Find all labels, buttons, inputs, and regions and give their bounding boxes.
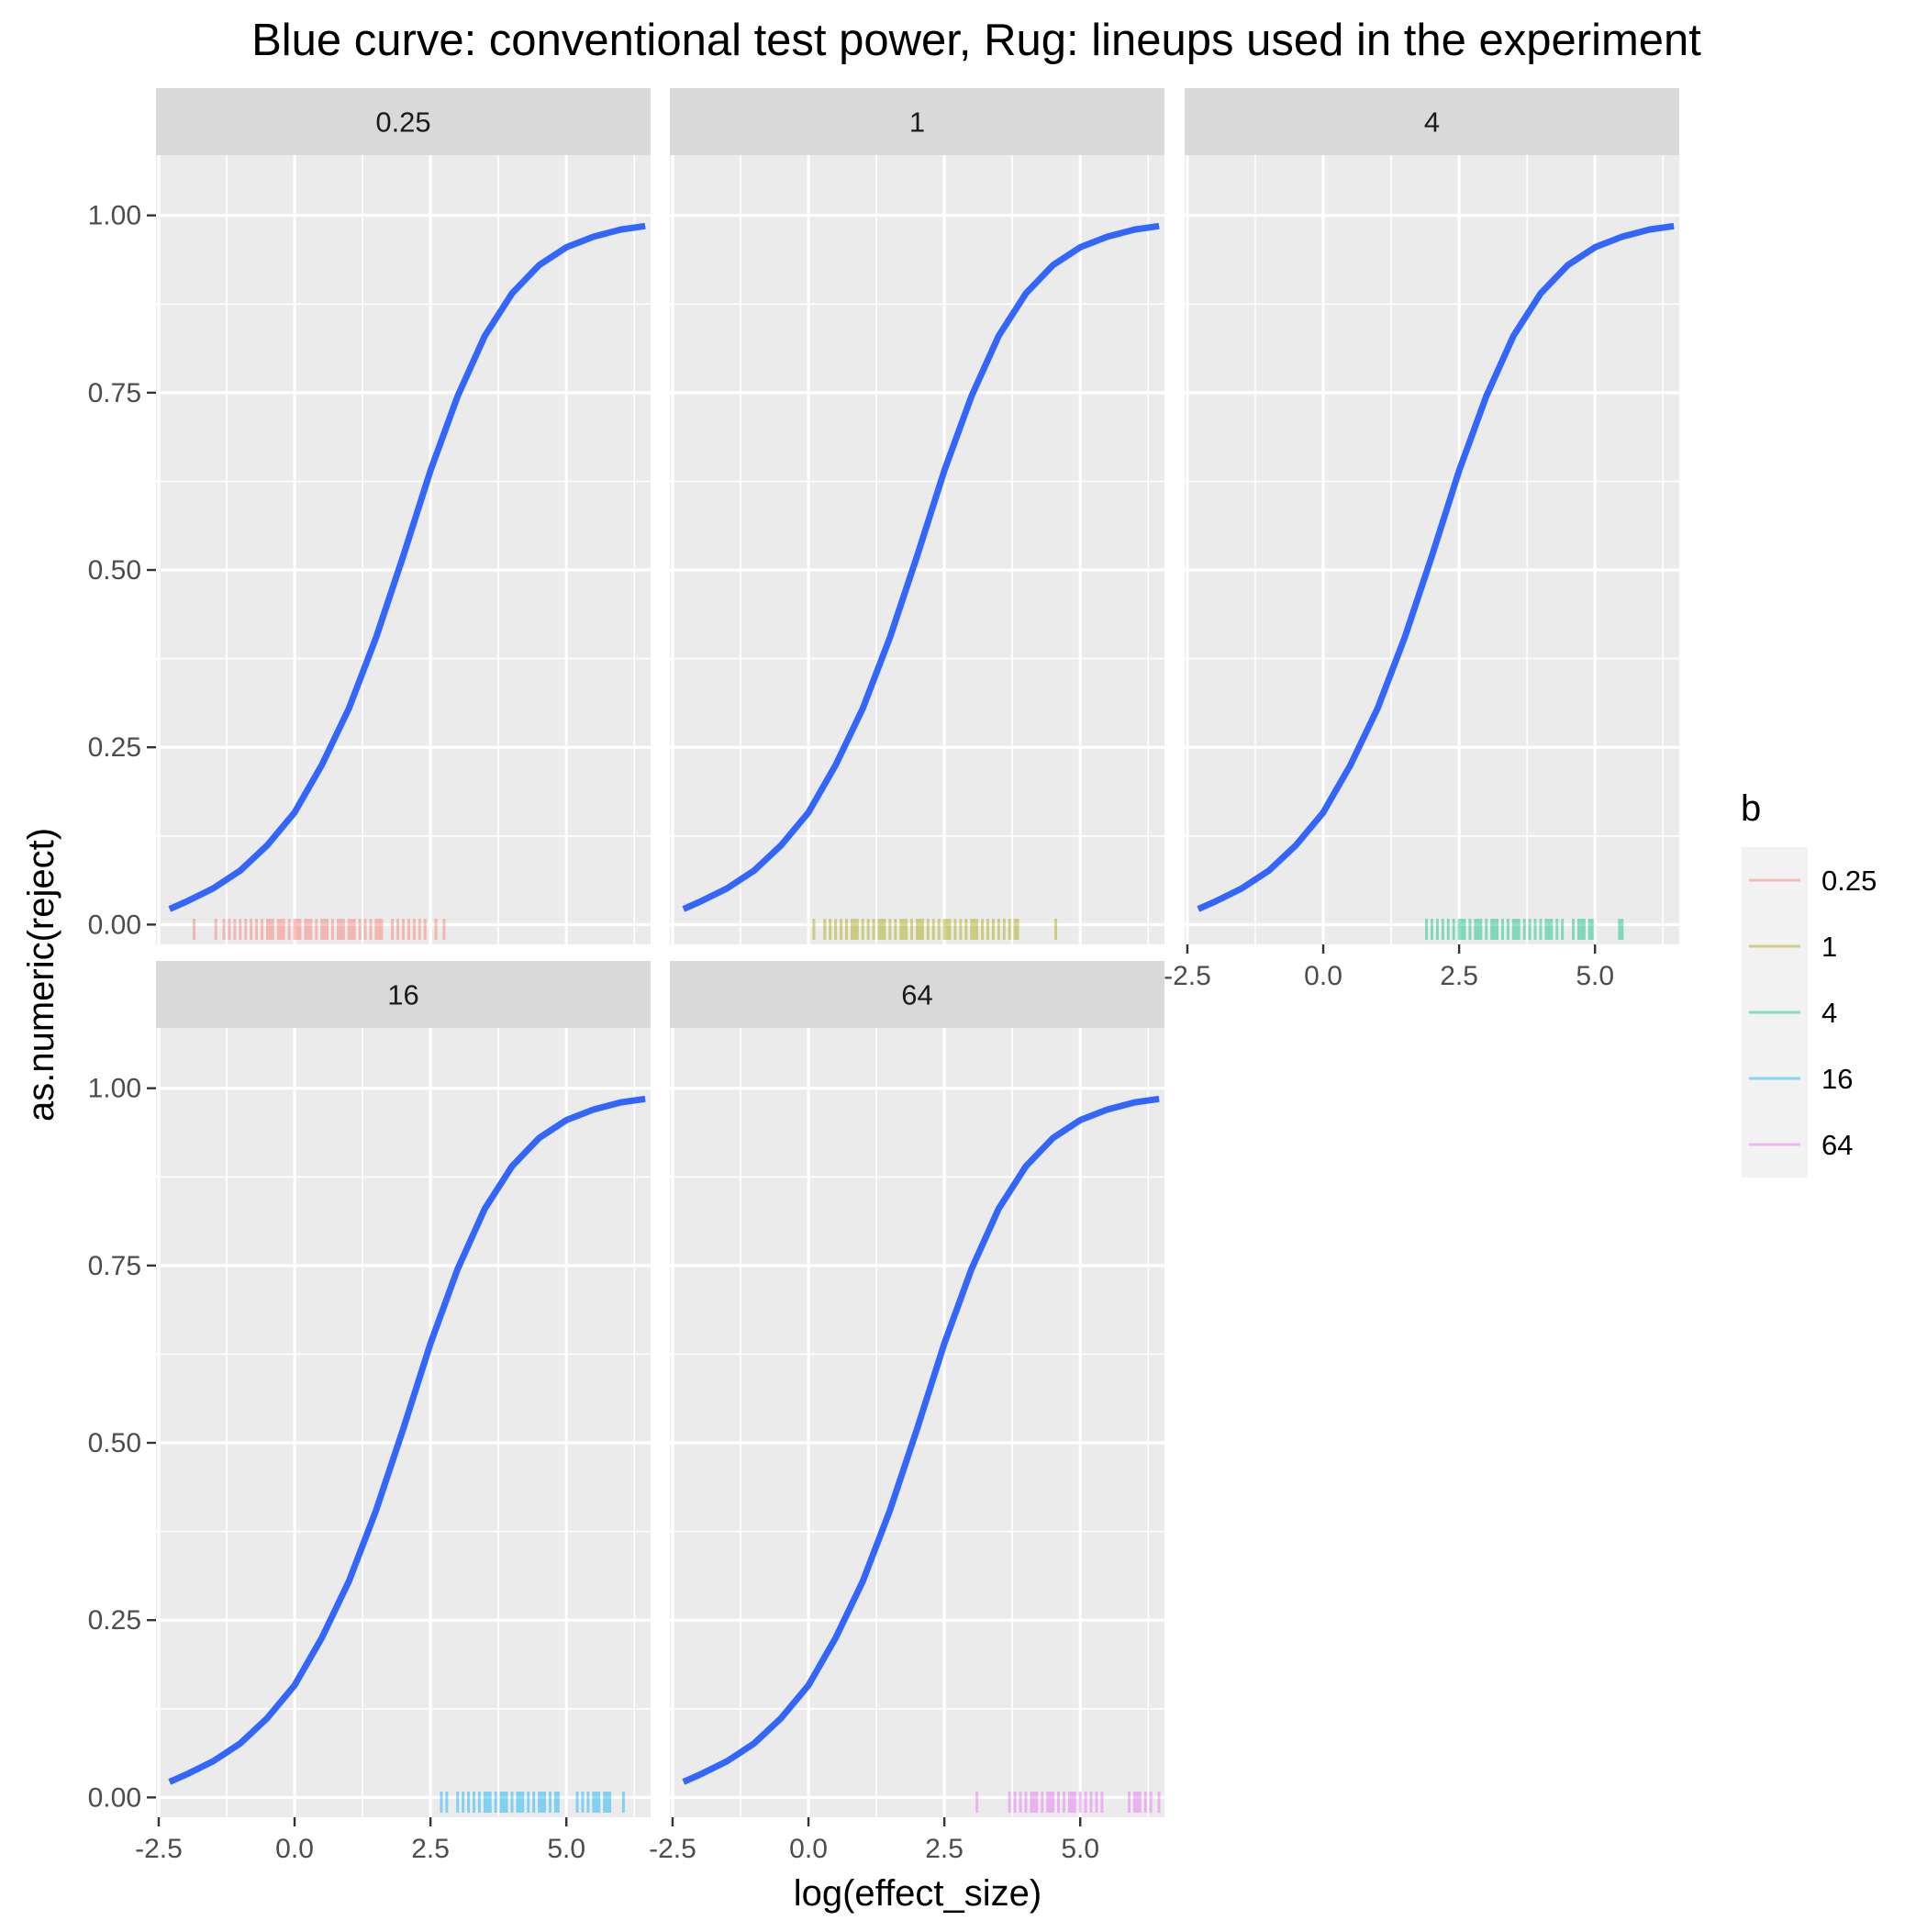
power-curve-line — [682, 222, 1160, 912]
legend-label: 1 — [1821, 931, 1837, 963]
x-tick-label: 2.5 — [925, 1834, 964, 1864]
x-tick-label: 5.0 — [1576, 961, 1614, 991]
power-curve-line — [168, 1095, 646, 1785]
x-tick-label: -2.5 — [135, 1834, 183, 1864]
legend-label: 16 — [1821, 1063, 1853, 1095]
facet-panel-1: 1 — [670, 88, 1164, 944]
power-curve-line — [1197, 222, 1675, 912]
facet-strip-label: 16 — [387, 979, 418, 1011]
facet-panel-0_25: 0.25 0.00 0.25 0.50 0.75 1.00 — [88, 88, 651, 944]
y-tick-label: 0.00 — [88, 1782, 141, 1813]
y-tick-label: 0.75 — [88, 1251, 141, 1281]
legend-key-background — [1742, 847, 1808, 1178]
legend: b 0.25 1 4 16 64 — [1741, 788, 1877, 1178]
facet-strip — [156, 88, 651, 155]
facet-strip — [670, 88, 1164, 155]
y-tick-label: 0.25 — [88, 1605, 141, 1636]
facet-panel-4: 4 -2.5 0.0 2.5 5.0 — [1164, 88, 1679, 991]
x-axis-title: log(effect_size) — [794, 1873, 1042, 1914]
y-tick-label: 0.50 — [88, 1428, 141, 1458]
facet-strip — [1185, 88, 1679, 155]
chart-title: Blue curve: conventional test power, Rug… — [251, 16, 1701, 65]
y-tick-label: 0.50 — [88, 555, 141, 586]
power-curve-line — [682, 1095, 1160, 1785]
rug-marks — [812, 919, 1058, 940]
x-tick-label: 2.5 — [1440, 961, 1478, 991]
facet-panels: 0.250.000.250.500.751.001 4-2.5 0.0 2.5 5.01… — [88, 88, 1679, 1864]
facet-strip-label: 4 — [1424, 106, 1440, 139]
power-curve-line — [168, 222, 646, 912]
x-tick-label: 5.0 — [547, 1834, 585, 1864]
facet-panel-16: 16 0.00 0.25 0.50 0.75 1.00 -2.5 0.0 2.5 5.0 — [88, 961, 651, 1864]
y-tick-label: 1.00 — [88, 1074, 141, 1104]
facet-strip — [670, 961, 1164, 1028]
rug-marks — [975, 1792, 1161, 1813]
x-tick-label: 5.0 — [1061, 1834, 1099, 1864]
facet-strip-label: 1 — [909, 106, 925, 139]
y-tick-label: 0.75 — [88, 378, 141, 408]
rug-marks — [1425, 919, 1624, 940]
x-tick-label: -2.5 — [1164, 961, 1211, 991]
y-tick-label: 0.00 — [88, 910, 141, 940]
rug-marks — [440, 1792, 625, 1813]
x-tick-label: 0.0 — [789, 1834, 828, 1864]
facet-strip — [156, 961, 651, 1028]
rug-marks — [192, 919, 446, 940]
facet-panel-64: 64 -2.5 0.0 2.5 5.0 — [649, 961, 1164, 1864]
x-tick-label: 0.0 — [1304, 961, 1342, 991]
x-tick-label: 0.0 — [275, 1834, 314, 1864]
legend-label: 0.25 — [1821, 865, 1877, 897]
facet-strip-label: 0.25 — [375, 106, 430, 139]
y-tick-label: 0.25 — [88, 732, 141, 763]
legend-label: 64 — [1821, 1129, 1853, 1161]
legend-label: 4 — [1821, 997, 1837, 1029]
x-tick-label: -2.5 — [649, 1834, 696, 1864]
facet-strip-label: 64 — [901, 979, 932, 1011]
x-tick-label: 2.5 — [411, 1834, 450, 1864]
y-tick-label: 1.00 — [88, 201, 141, 231]
y-axis-title: as.numeric(reject) — [21, 828, 61, 1122]
legend-title: b — [1741, 788, 1761, 829]
